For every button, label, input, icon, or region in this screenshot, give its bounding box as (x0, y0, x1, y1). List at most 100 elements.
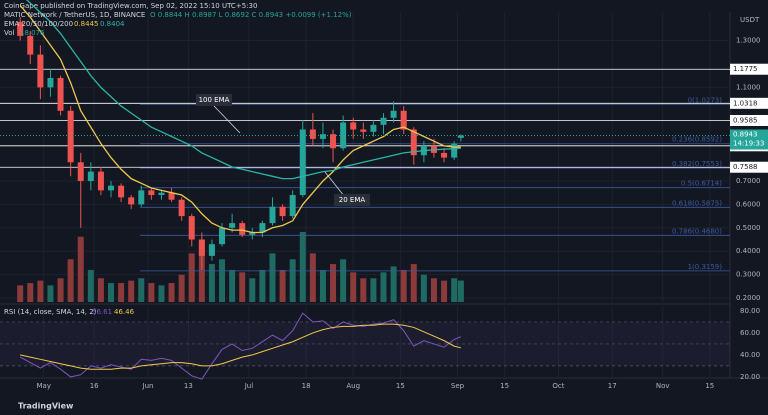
volume-bar (360, 278, 367, 302)
candle-body (158, 192, 165, 196)
candle-body (457, 135, 464, 138)
volume-bar (289, 259, 296, 302)
countdown-label: 14:19:33 (733, 140, 764, 148)
candle-body (410, 129, 417, 156)
level-badge (730, 161, 768, 173)
volume-bar (208, 264, 215, 302)
fib-label: 0(1.0273) (688, 96, 723, 104)
candle-body (178, 199, 185, 217)
level-badge (730, 97, 768, 109)
footer-logo: TradingView (18, 402, 74, 411)
level-label: 0.7588 (733, 163, 758, 171)
rsi-legend-value: 56.61 (92, 308, 112, 316)
y-tick-label: 0.3000 (736, 271, 761, 279)
volume-bar (350, 272, 357, 302)
candle-body (330, 134, 337, 149)
rsi-legend-value: 46.46 (114, 308, 135, 316)
fib-label: 0.618(0.5875) (672, 199, 722, 207)
volume-bar (158, 285, 165, 302)
candle-body (380, 117, 387, 125)
last-price-badge (730, 129, 768, 150)
candle-body (168, 192, 175, 200)
candle-body (198, 239, 205, 256)
x-tick-label: Aug (346, 382, 360, 390)
volume-bar (309, 253, 316, 302)
fib-label: 0.236(0.8592) (672, 136, 722, 144)
volume-bar (340, 259, 347, 302)
volume-bar (178, 274, 185, 302)
volume-bar (380, 272, 387, 302)
volume-bar (259, 269, 266, 302)
volume-bar (188, 253, 195, 302)
volume-bar (138, 278, 145, 302)
volume-bar (37, 280, 44, 302)
candle-body (451, 143, 458, 158)
annotation-label: 20 EMA (339, 196, 366, 204)
x-tick-label: 15 (500, 382, 509, 390)
volume-bar (219, 259, 226, 302)
candle-body (128, 197, 135, 205)
volume-legend-value: 18.076 (20, 29, 45, 37)
candle-body (279, 206, 286, 217)
ohlc-legend: O 0.8844 H 0.8987 L 0.8692 C 0.8943 +0.0… (150, 11, 352, 19)
level-badge (730, 63, 768, 75)
fib-label: 0.382(0.7553) (672, 160, 722, 168)
rsi-title: RSI (14, close, SMA, 14, 2) (4, 308, 97, 316)
rsi-tick-label: 60.00 (740, 329, 760, 337)
candle-body (108, 185, 115, 191)
ema-legend-value: 0.8445 (74, 20, 99, 28)
x-tick-label: Sep (451, 382, 465, 390)
y-tick-label: 0.4000 (736, 247, 761, 255)
rsi-tick-label: 80.00 (740, 307, 760, 315)
candle-body (249, 232, 256, 235)
candle-body (27, 35, 34, 55)
candle-body (390, 110, 397, 118)
annotation-box (196, 94, 232, 106)
x-tick-label: 18 (302, 382, 311, 390)
fib-label: 0.786(0.4680) (672, 227, 722, 235)
volume-legend: Vol (4, 29, 15, 37)
x-tick-label: May (36, 382, 50, 390)
x-tick-label: 15 (396, 382, 405, 390)
symbol-title: MATIC Network / TetherUS, 1D, BINANCE (4, 11, 145, 19)
candle-body (188, 216, 195, 240)
candle-body (309, 129, 316, 139)
volume-bar (67, 259, 74, 302)
fib-label: 1(0.3159) (688, 263, 723, 271)
candle-body (289, 195, 296, 217)
volume-bar (400, 269, 407, 302)
x-tick-label: 16 (90, 382, 99, 390)
rsi-line (20, 323, 461, 370)
candle-body (229, 223, 236, 228)
candle-body (57, 78, 64, 111)
volume-bar (47, 285, 54, 302)
volume-bar (229, 269, 236, 302)
volume-bar (249, 278, 256, 302)
volume-bar (410, 264, 417, 302)
volume-bar (57, 278, 64, 302)
x-tick-label: 15 (705, 382, 714, 390)
candle-body (67, 110, 74, 163)
x-tick-label: Oct (552, 382, 564, 390)
candle-body (77, 162, 84, 181)
volume-bar (17, 285, 24, 302)
candle-body (118, 185, 125, 198)
volume-bar (108, 283, 115, 302)
candle-body (319, 134, 326, 139)
rsi-line (19, 312, 462, 380)
ema-legend-value: 0.8404 (100, 20, 125, 28)
y-tick-label: 0.6000 (736, 200, 761, 208)
candle-body (299, 129, 306, 196)
volume-bar (279, 269, 286, 302)
candle-body (97, 171, 104, 191)
x-tick-label: Jun (142, 382, 154, 390)
volume-bar (77, 236, 84, 302)
ema-line (25, 0, 461, 180)
fib-label: 0.5(0.6714) (681, 180, 722, 188)
annotation-label: 100 EMA (199, 96, 230, 104)
candle-body (208, 244, 215, 256)
candle-body (219, 227, 226, 245)
candle-body (370, 124, 377, 132)
volume-bar (430, 278, 437, 302)
y-tick-label: 1.3000 (736, 37, 761, 45)
